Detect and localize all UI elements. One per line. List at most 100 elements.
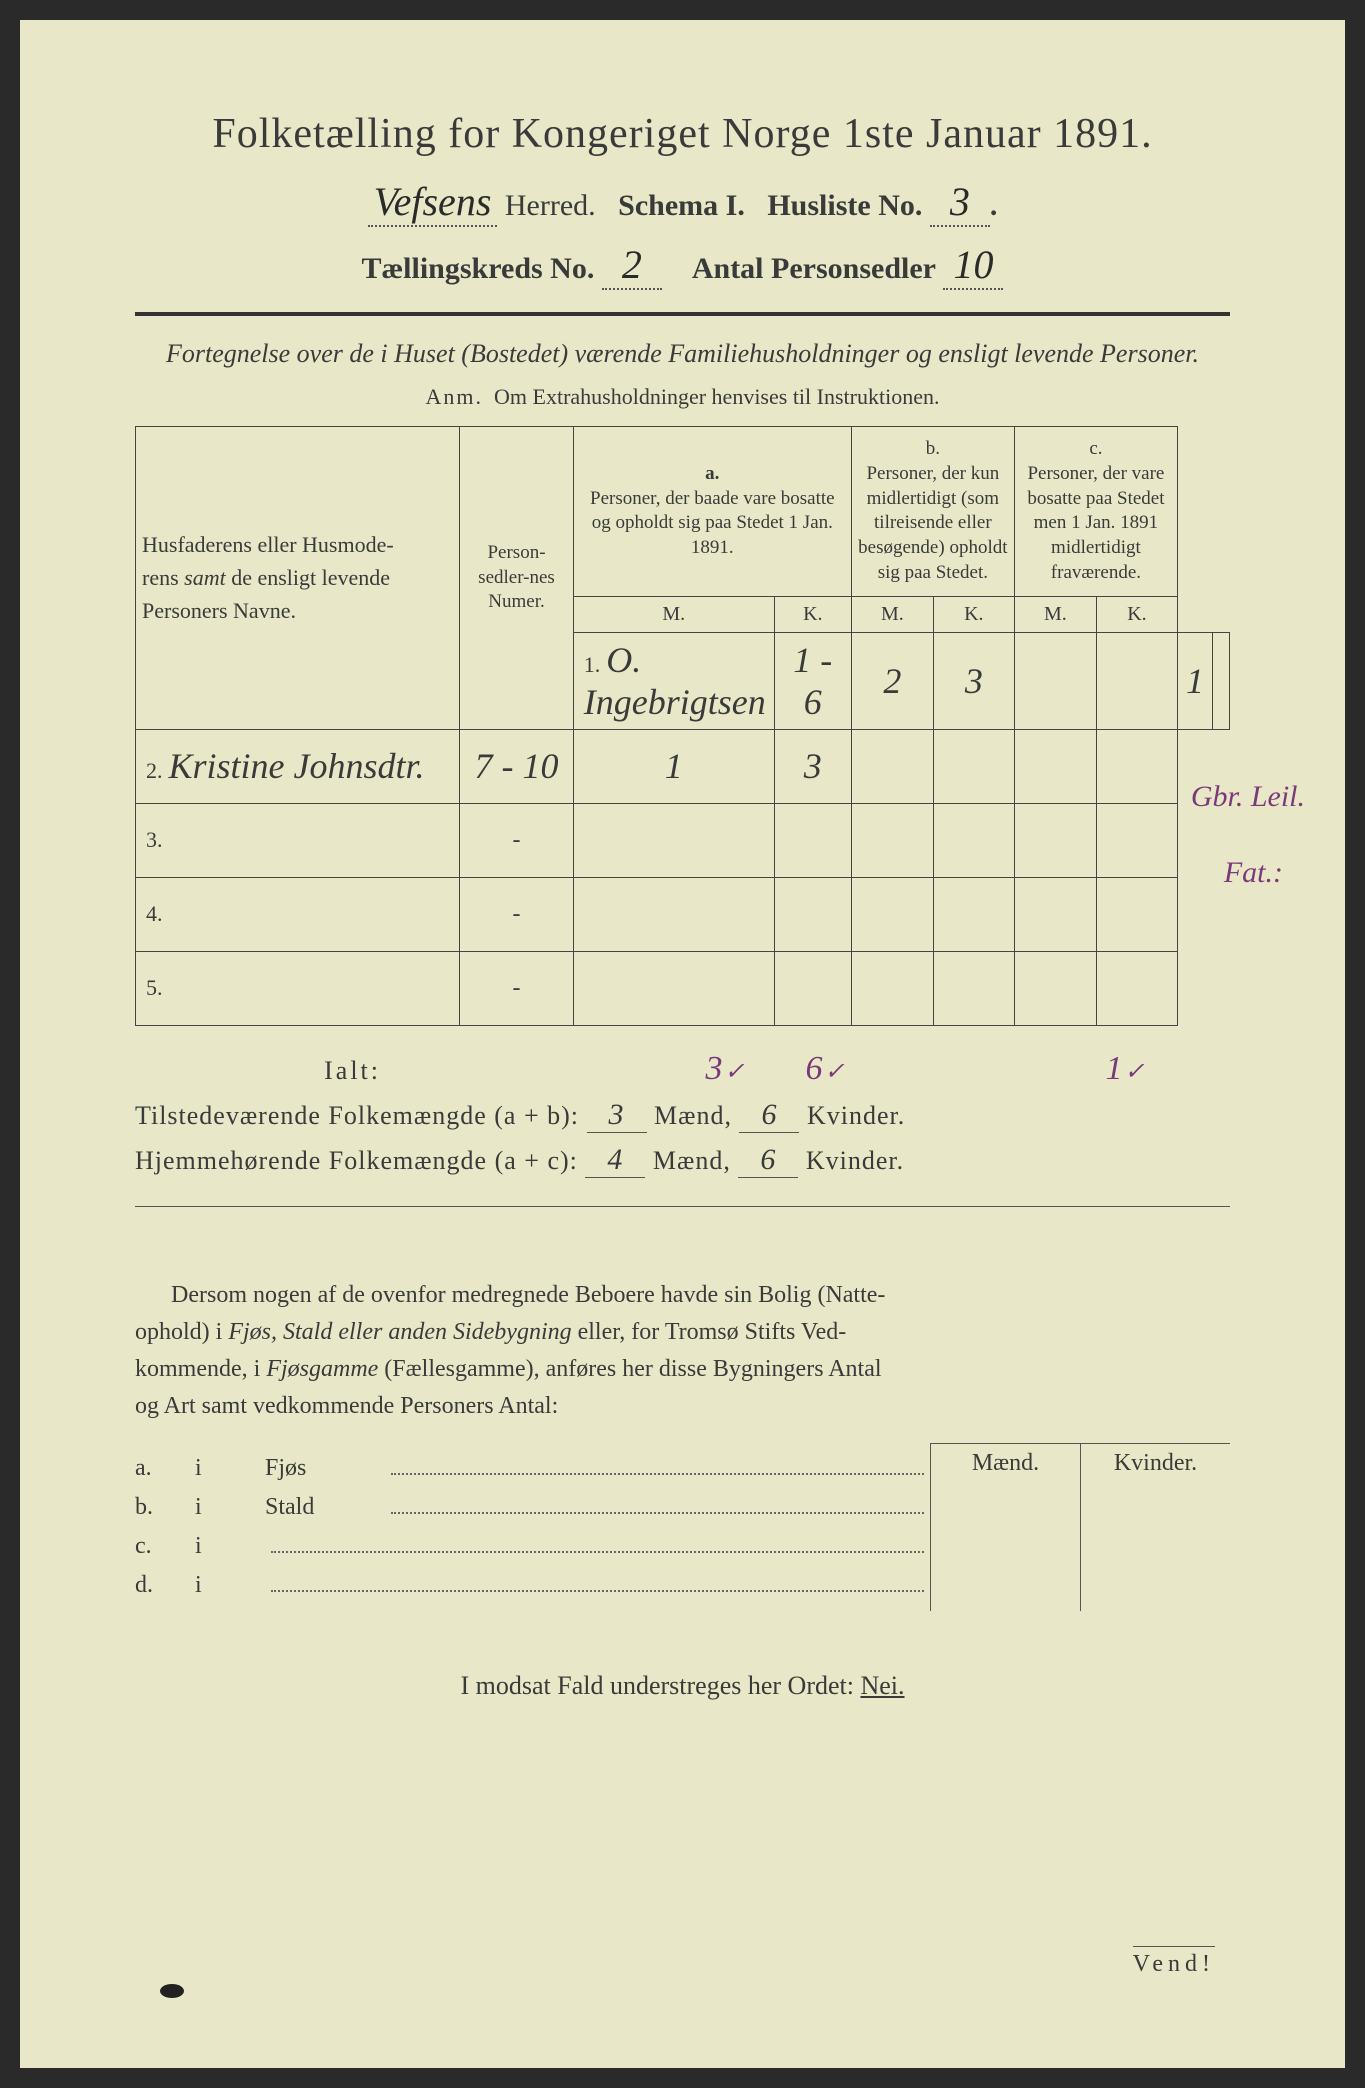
nei-text: I modsat Fald understreges her Ordet: — [460, 1671, 854, 1700]
row-num: - — [513, 827, 521, 853]
kvinder-label: Kvinder. — [806, 1146, 904, 1175]
cell: 3 — [965, 661, 983, 701]
nei-word: Nei. — [860, 1671, 904, 1700]
cell: 3 — [804, 746, 822, 786]
dotted-line — [391, 1473, 924, 1475]
th-a-k: K. — [774, 596, 851, 632]
th-b-m: M. — [851, 596, 933, 632]
vend-label: Vend! — [1133, 1946, 1215, 1978]
cell: 1 — [1186, 661, 1204, 701]
th-a-m: M. — [573, 596, 774, 632]
cell: 2 — [883, 661, 901, 701]
dotted-line — [391, 1512, 924, 1514]
side-i: i — [195, 1455, 265, 1482]
paragraph: Dersom nogen af de ovenfor medregnede Be… — [135, 1277, 1230, 1426]
side-i: i — [195, 1572, 265, 1599]
maend-label: Mænd, — [653, 1146, 731, 1175]
row-idx: 4. — [146, 901, 163, 926]
maend-label: Mænd, — [654, 1101, 732, 1130]
th-c-text: Personer, der vare bosatte paa Stedet me… — [1027, 463, 1164, 583]
th-a-text: Personer, der baade vare bosatte og opho… — [590, 488, 835, 558]
th-c-letter: c. — [1089, 438, 1102, 459]
total-ak: 6 — [805, 1050, 822, 1087]
summary-line-1: Tilstedeværende Folkemængde (a + b): 3 M… — [135, 1098, 1230, 1133]
herred-label: Herred. — [505, 189, 596, 222]
margin-note-2: Fat.: — [1224, 856, 1283, 890]
side-right-cols: Mænd. Kvinder. — [930, 1443, 1230, 1611]
side-table: a. i Fjøs b. i Stald c. i d. i — [135, 1443, 1230, 1611]
th-c-k: K. — [1096, 596, 1177, 632]
main-table: Husfaderens eller Husmode-rens samt de e… — [135, 426, 1230, 1025]
anm-text: Om Extrahusholdninger henvises til Instr… — [494, 384, 939, 409]
side-row: c. i — [135, 1533, 930, 1560]
check-icon: ✓ — [724, 1059, 744, 1085]
row-num: 7 - 10 — [475, 746, 559, 786]
row-num: 1 - 6 — [793, 640, 832, 722]
herred-value: Vefsens — [368, 178, 498, 227]
table-row: 5. - — [136, 951, 1230, 1025]
row-name: O. Ingebrigtsen — [584, 640, 766, 722]
th-b-letter: b. — [926, 438, 940, 459]
row-num: - — [513, 901, 521, 927]
side-word: Stald — [265, 1494, 385, 1521]
subtitle: Fortegnelse over de i Huset (Bostedet) v… — [135, 336, 1230, 372]
row-name: Kristine Johnsdtr. — [169, 746, 425, 786]
th-name: Husfaderens eller Husmode-rens samt de e… — [136, 427, 460, 729]
anm-line: Anm. Om Extrahusholdninger henvises til … — [135, 384, 1230, 410]
table-row: 4. - — [136, 877, 1230, 951]
margin-note-1: Gbr. Leil. — [1191, 780, 1305, 814]
summary2-m: 4 — [585, 1143, 645, 1178]
summary2-label: Hjemmehørende Folkemængde (a + c): — [135, 1146, 578, 1175]
summary1-m: 3 — [587, 1098, 647, 1133]
total-cm: 1 — [1105, 1050, 1122, 1087]
total-am: 3 — [705, 1050, 722, 1087]
side-i: i — [195, 1494, 265, 1521]
side-a: a. — [135, 1455, 195, 1482]
th-a-letter: a. — [705, 463, 719, 484]
rule-1 — [135, 312, 1230, 316]
header-line-1: Vefsens Herred. Schema I. Husliste No. 3… — [135, 178, 1230, 227]
totals-block: Ialt: 3✓ 6✓ 1✓ Tilstedeværende Folkemæng… — [135, 1050, 1230, 1178]
page-title: Folketælling for Kongeriget Norge 1ste J… — [135, 110, 1230, 158]
kreds-label: Tællingskreds No. — [362, 252, 595, 285]
husliste-label: Husliste No. — [767, 189, 922, 222]
side-a: b. — [135, 1494, 195, 1521]
dotted-line — [271, 1590, 924, 1592]
col-kvinder: Kvinder. — [1080, 1444, 1230, 1611]
summary1-label: Tilstedeværende Folkemængde (a + b): — [135, 1101, 579, 1130]
summary2-k: 6 — [738, 1143, 798, 1178]
dotted-line — [271, 1551, 924, 1553]
schema-label: Schema I. — [618, 189, 745, 222]
col-maend: Mænd. — [931, 1444, 1080, 1611]
anm-prefix: Anm. — [426, 384, 484, 409]
kreds-value: 2 — [602, 241, 662, 290]
antal-label: Antal Personsedler — [692, 252, 936, 285]
check-icon: ✓ — [1124, 1059, 1144, 1085]
th-a-top: a. Personer, der baade vare bosatte og o… — [573, 427, 851, 596]
header-line-2: Tællingskreds No. 2 Antal Personsedler 1… — [135, 241, 1230, 290]
check-icon: ✓ — [824, 1059, 844, 1085]
ink-blot-icon — [160, 1984, 184, 1998]
row-idx: 1. — [584, 652, 601, 677]
side-row: d. i — [135, 1572, 930, 1599]
th-c-m: M. — [1014, 596, 1096, 632]
summary-line-2: Hjemmehørende Folkemængde (a + c): 4 Mæn… — [135, 1143, 1230, 1178]
row-num: - — [513, 975, 521, 1001]
cell: 1 — [665, 746, 683, 786]
th-b-text: Personer, der kun midlertidigt (som tilr… — [858, 463, 1007, 583]
summary1-k: 6 — [739, 1098, 799, 1133]
husliste-value: 3 — [930, 178, 990, 227]
rule-2 — [135, 1206, 1230, 1207]
side-row: b. i Stald — [135, 1494, 930, 1521]
table-row: 2.Kristine Johnsdtr. 7 - 10 1 3 — [136, 729, 1230, 803]
th-b-k: K. — [933, 596, 1014, 632]
nei-line: I modsat Fald understreges her Ordet: Ne… — [135, 1671, 1230, 1701]
ialt-label: Ialt: — [135, 1056, 405, 1086]
row-idx: 3. — [146, 827, 163, 852]
row-idx: 2. — [146, 758, 163, 783]
table-row: 3. - — [136, 803, 1230, 877]
antal-value: 10 — [943, 241, 1003, 290]
side-word: Fjøs — [265, 1455, 385, 1482]
census-form-page: Folketælling for Kongeriget Norge 1ste J… — [20, 20, 1345, 2068]
side-a: d. — [135, 1572, 195, 1599]
